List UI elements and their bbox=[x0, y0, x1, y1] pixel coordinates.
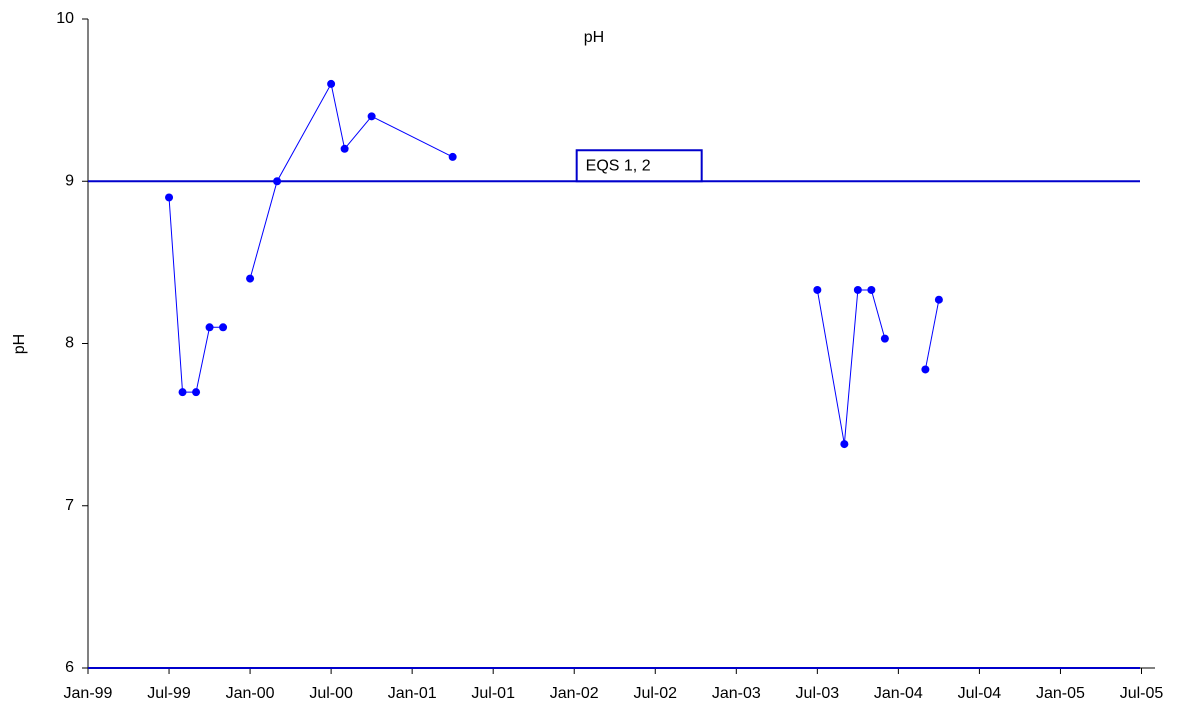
reference-label: EQS 1, 2 bbox=[586, 157, 651, 174]
x-tick-label: Jul-05 bbox=[1120, 685, 1164, 702]
data-line bbox=[168, 197, 224, 393]
data-line bbox=[249, 82, 453, 279]
data-point bbox=[880, 334, 889, 343]
y-tick-label: 8 bbox=[65, 335, 74, 352]
x-tick-label: Jan-03 bbox=[712, 685, 761, 702]
data-point bbox=[340, 144, 349, 153]
data-point bbox=[853, 285, 862, 294]
y-tick-label: 7 bbox=[65, 497, 74, 514]
x-tick-label: Jan-01 bbox=[388, 685, 437, 702]
x-tick-label: Jul-01 bbox=[471, 685, 515, 702]
x-tick-label: Jan-99 bbox=[64, 685, 113, 702]
reference-label-box bbox=[575, 149, 703, 183]
x-tick-label: Jan-02 bbox=[550, 685, 599, 702]
y-tick-label: 6 bbox=[65, 659, 74, 676]
data-point bbox=[327, 79, 336, 88]
data-line bbox=[816, 289, 886, 445]
y-axis-label: pH bbox=[11, 334, 28, 354]
data-point bbox=[448, 152, 457, 161]
data-line bbox=[924, 299, 940, 370]
x-tick-label: Jul-03 bbox=[796, 685, 840, 702]
x-tick-label: Jul-02 bbox=[633, 685, 677, 702]
y-tick-label: 9 bbox=[65, 172, 74, 189]
data-point bbox=[934, 295, 943, 304]
x-tick-label: Jul-99 bbox=[147, 685, 191, 702]
x-tick-label: Jul-00 bbox=[309, 685, 353, 702]
data-point bbox=[813, 285, 822, 294]
x-tick-label: Jan-05 bbox=[1036, 685, 1085, 702]
x-tick-label: Jul-04 bbox=[958, 685, 1002, 702]
data-point bbox=[367, 112, 376, 121]
data-point bbox=[921, 365, 930, 374]
data-point bbox=[246, 274, 255, 283]
x-tick-label: Jan-00 bbox=[226, 685, 275, 702]
data-point bbox=[192, 388, 201, 397]
x-tick-label: Jan-04 bbox=[874, 685, 923, 702]
data-point bbox=[840, 440, 849, 449]
data-point bbox=[219, 323, 228, 332]
data-point bbox=[867, 285, 876, 294]
data-point bbox=[165, 193, 174, 202]
chart-title: pH bbox=[584, 29, 604, 46]
y-tick-label: 10 bbox=[56, 10, 74, 27]
data-point bbox=[178, 388, 187, 397]
data-point bbox=[273, 177, 282, 186]
data-point bbox=[205, 323, 214, 332]
